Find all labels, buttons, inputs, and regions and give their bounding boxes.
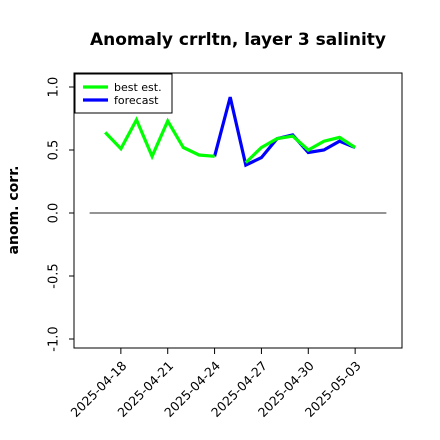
y-tick-label: 0.5: [47, 140, 62, 161]
y-tick-label: 1.0: [47, 77, 62, 98]
y-axis-label: anom. corr.: [6, 166, 22, 255]
legend-label: forecast: [114, 94, 159, 107]
y-axis: -1.0 -0.5 0.0 0.5 1.0: [47, 77, 74, 352]
y-tick-label: -0.5: [47, 263, 62, 288]
series-line-1: [213, 96, 356, 168]
series-line-2: [244, 134, 356, 164]
y-tick-label: 0.0: [47, 203, 62, 224]
series-layer: [104, 96, 356, 168]
y-tick-label: -1.0: [47, 326, 62, 351]
chart-title: Anomaly crrltn, layer 3 salinity: [90, 30, 386, 50]
x-axis: 2025-04-182025-04-212025-04-242025-04-27…: [67, 348, 364, 420]
legend: best est.forecast: [74, 73, 173, 114]
series-line-0: [104, 116, 215, 161]
legend-label: best est.: [114, 81, 162, 94]
plot-frame: [73, 72, 403, 349]
legend-box: [74, 73, 173, 114]
